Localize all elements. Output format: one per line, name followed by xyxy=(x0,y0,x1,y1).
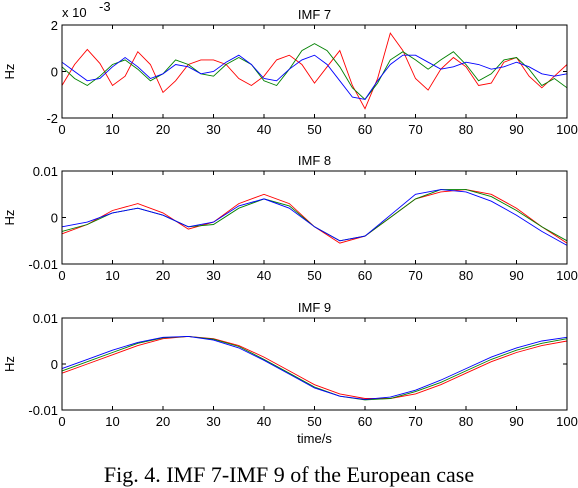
x-tick-label: 70 xyxy=(408,268,422,283)
x-tick-label: 0 xyxy=(58,268,65,283)
x-tick-label: 30 xyxy=(206,268,220,283)
series-line-2 xyxy=(61,43,568,101)
x-tick-label: 80 xyxy=(459,414,473,429)
panel-title: IMF 7 xyxy=(298,7,331,22)
x-tick-label: 20 xyxy=(156,122,170,137)
series-line-3 xyxy=(61,54,568,100)
series-line-3 xyxy=(61,189,568,246)
figure-caption: Fig. 4. IMF 7-IMF 9 of the European case xyxy=(103,462,475,487)
x-axis-label: time/s xyxy=(297,431,332,446)
panel-title: IMF 8 xyxy=(298,153,331,168)
y-tick-label: -0.01 xyxy=(28,257,58,272)
x-tick-label: 10 xyxy=(105,268,119,283)
x-tick-label: 20 xyxy=(156,268,170,283)
series-line-2 xyxy=(61,189,568,242)
x-tick-label: 10 xyxy=(105,122,119,137)
y-tick-label: 0.01 xyxy=(33,164,58,179)
panel-title: IMF 9 xyxy=(298,300,331,315)
x-tick-label: 60 xyxy=(358,268,372,283)
x-tick-label: 80 xyxy=(459,268,473,283)
x-tick-label: 40 xyxy=(257,122,271,137)
x-tick-label: 50 xyxy=(307,414,321,429)
x-tick-label: 100 xyxy=(556,414,578,429)
x-tick-label: 0 xyxy=(58,414,65,429)
x-tick-label: 70 xyxy=(408,122,422,137)
x-tick-label: 30 xyxy=(206,414,220,429)
x-tick-label: 70 xyxy=(408,414,422,429)
x-tick-label: 10 xyxy=(105,414,119,429)
x-tick-label: 80 xyxy=(459,122,473,137)
x-tick-label: 90 xyxy=(509,122,523,137)
x-tick-label: 50 xyxy=(307,122,321,137)
x-tick-label: 90 xyxy=(509,268,523,283)
y-tick-label: 0 xyxy=(51,211,58,226)
y-axis-label: Hz xyxy=(2,64,17,80)
x-tick-label: 20 xyxy=(156,414,170,429)
y-tick-label: 0.01 xyxy=(33,311,58,326)
y-axis-label: Hz xyxy=(2,210,17,226)
y-tick-label: -0.01 xyxy=(28,403,58,418)
x-tick-label: 0 xyxy=(58,122,65,137)
y-exponent-power: -3 xyxy=(99,0,111,14)
x-tick-label: 60 xyxy=(358,414,372,429)
y-tick-label: 0 xyxy=(51,357,58,372)
y-exponent-label: x 10 xyxy=(62,5,87,20)
x-tick-label: 30 xyxy=(206,122,220,137)
axes-box xyxy=(61,170,568,265)
axes-box xyxy=(61,317,568,411)
series-line-1 xyxy=(61,32,568,110)
x-tick-label: 100 xyxy=(556,122,578,137)
series-line-1 xyxy=(61,335,568,399)
y-axis-label: Hz xyxy=(2,356,17,372)
y-tick-label: 0 xyxy=(51,65,58,80)
y-tick-label: 2 xyxy=(51,18,58,33)
x-tick-label: 40 xyxy=(257,414,271,429)
x-tick-label: 100 xyxy=(556,268,578,283)
x-tick-label: 50 xyxy=(307,268,321,283)
series-line-1 xyxy=(61,189,568,244)
x-tick-label: 90 xyxy=(509,414,523,429)
x-tick-label: 60 xyxy=(358,122,372,137)
y-tick-label: -2 xyxy=(46,111,58,126)
series-line-2 xyxy=(61,335,568,401)
x-tick-label: 40 xyxy=(257,268,271,283)
series-line-3 xyxy=(61,335,568,400)
axes-box xyxy=(61,24,568,119)
